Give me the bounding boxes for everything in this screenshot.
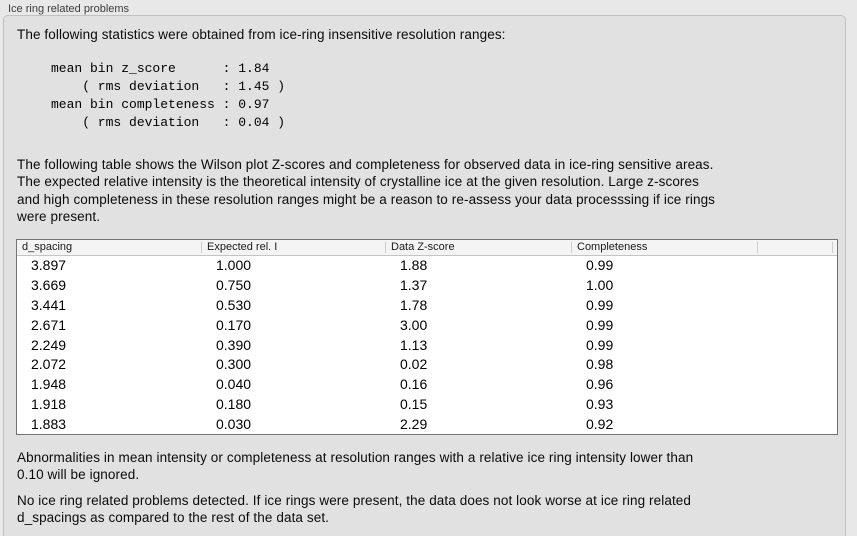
table-description-text: The following table shows the Wilson plo… xyxy=(17,156,716,225)
cell: 0.16 xyxy=(400,376,428,393)
cell: 2.29 xyxy=(400,415,428,432)
cell: 1.37 xyxy=(400,277,428,294)
cell: 0.180 xyxy=(216,395,252,412)
cell: 0.170 xyxy=(216,316,252,333)
cell: 0.300 xyxy=(216,356,252,373)
table-row[interactable]: 2.671 0.170 3.00 0.99 xyxy=(17,315,837,335)
group-box: The following statistics were obtained f… xyxy=(3,15,846,536)
table-row[interactable]: 1.918 0.180 0.15 0.93 xyxy=(17,394,837,414)
cell: 0.530 xyxy=(216,296,252,313)
group-box-label: Ice ring related problems xyxy=(8,3,130,15)
column-header-expected-rel-i[interactable]: Expected rel. I xyxy=(202,240,386,255)
table-row[interactable]: 3.669 0.750 1.37 1.00 xyxy=(17,275,837,295)
ice-ring-table[interactable]: d_spacing Expected rel. I Data Z-score Comp… xyxy=(16,238,838,435)
table-row[interactable]: 1.883 0.030 2.29 0.92 xyxy=(17,414,837,434)
cell: 1.000 xyxy=(216,257,252,274)
cell: 3.00 xyxy=(400,316,428,333)
column-header-blank[interactable] xyxy=(758,240,837,255)
cell: 3.669 xyxy=(31,277,67,294)
cell: 3.441 xyxy=(31,296,67,313)
cell: 0.750 xyxy=(216,277,252,294)
intro-text: The following statistics were obtained f… xyxy=(17,27,506,42)
conclusion-text: No ice ring related problems detected. I… xyxy=(17,492,692,526)
table-row[interactable]: 3.441 0.530 1.78 0.99 xyxy=(17,295,837,315)
cell: 0.99 xyxy=(586,316,614,333)
cell: 1.918 xyxy=(31,395,67,412)
cell: 1.883 xyxy=(31,415,67,432)
table-header-row: d_spacing Expected rel. I Data Z-score Comp… xyxy=(17,239,837,256)
cell: 0.040 xyxy=(216,376,252,393)
cell: 0.92 xyxy=(586,415,614,432)
table-row[interactable]: 1.948 0.040 0.16 0.96 xyxy=(17,374,837,394)
cell: 0.99 xyxy=(586,257,614,274)
cell: 1.948 xyxy=(31,376,67,393)
cell: 0.02 xyxy=(400,356,428,373)
column-header-completeness[interactable]: Completeness xyxy=(572,240,758,255)
cell: 1.88 xyxy=(400,257,428,274)
table-body: 3.897 1.000 1.88 0.99 3.669 0.750 1.37 1.00 3.44… xyxy=(17,255,837,434)
cell: 1.00 xyxy=(586,277,614,294)
cell: 2.072 xyxy=(31,356,67,373)
cell: 0.15 xyxy=(400,395,428,412)
table-row[interactable]: 3.897 1.000 1.88 0.99 xyxy=(17,256,837,276)
statistics-block: mean bin z_score : 1.84 ( rms deviation … xyxy=(51,60,286,130)
cell: 1.78 xyxy=(400,296,428,313)
ignore-note-text: Abnormalities in mean intensity or compl… xyxy=(17,449,694,483)
cell: 1.13 xyxy=(400,336,428,353)
table-row[interactable]: 2.072 0.300 0.02 0.98 xyxy=(17,354,837,374)
cell: 0.390 xyxy=(216,336,252,353)
cell: 0.98 xyxy=(586,356,614,373)
table-row[interactable]: 2.249 0.390 1.13 0.99 xyxy=(17,335,837,355)
column-header-data-z-score[interactable]: Data Z-score xyxy=(386,240,572,255)
cell: 0.96 xyxy=(586,376,614,393)
cell: 0.030 xyxy=(216,415,252,432)
cell: 0.99 xyxy=(586,336,614,353)
column-header-d-spacing[interactable]: d_spacing xyxy=(17,240,202,255)
cell: 2.671 xyxy=(31,316,67,333)
cell: 0.93 xyxy=(586,395,614,412)
cell: 0.99 xyxy=(586,296,614,313)
cell: 2.249 xyxy=(31,336,67,353)
cell: 3.897 xyxy=(31,257,67,274)
